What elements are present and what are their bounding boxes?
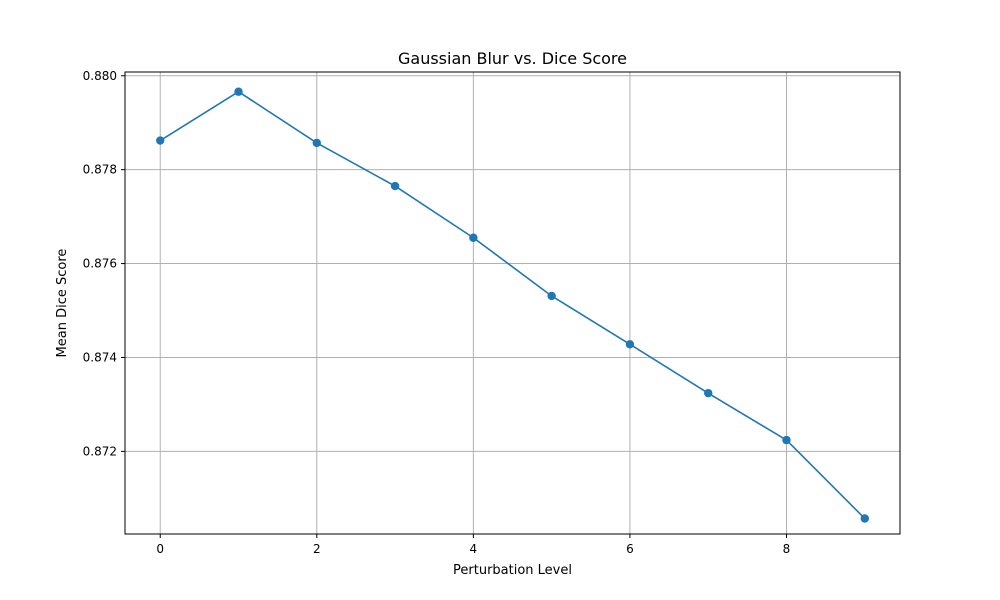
x-tick-label: 8: [783, 542, 791, 556]
data-point: [860, 514, 869, 523]
x-axis-ticks: 0 2 4 6 8: [156, 534, 790, 556]
data-point: [625, 340, 635, 349]
data-point: [782, 435, 791, 445]
x-tick-label: 0: [156, 542, 164, 556]
data-point: [312, 138, 321, 148]
data-point: [156, 136, 165, 145]
data-point: [704, 388, 713, 398]
series-layer: [156, 87, 869, 523]
plot-area-frame: [124, 71, 901, 535]
series-line: [159, 90, 866, 520]
y-tick-label: 0.880: [83, 69, 117, 83]
grid: [125, 72, 900, 534]
y-tick-label: 0.874: [83, 350, 117, 364]
data-point: [390, 181, 400, 191]
y-axis-label: Mean Dice Score: [55, 249, 70, 358]
x-tick-label: 2: [313, 542, 321, 556]
chart-title: Gaussian Blur vs. Dice Score: [398, 49, 627, 68]
y-axis-ticks: 0.872 0.874 0.876 0.878 0.880: [83, 69, 125, 458]
y-tick-label: 0.872: [83, 444, 117, 458]
y-tick-label: 0.878: [83, 163, 117, 177]
x-tick-label: 4: [470, 542, 478, 556]
data-point: [547, 291, 556, 301]
data-point: [234, 87, 243, 96]
x-axis-label: Perturbation Level: [453, 563, 572, 578]
x-tick-label: 6: [626, 542, 634, 556]
data-point: [469, 233, 478, 242]
y-tick-label: 0.876: [83, 257, 117, 271]
